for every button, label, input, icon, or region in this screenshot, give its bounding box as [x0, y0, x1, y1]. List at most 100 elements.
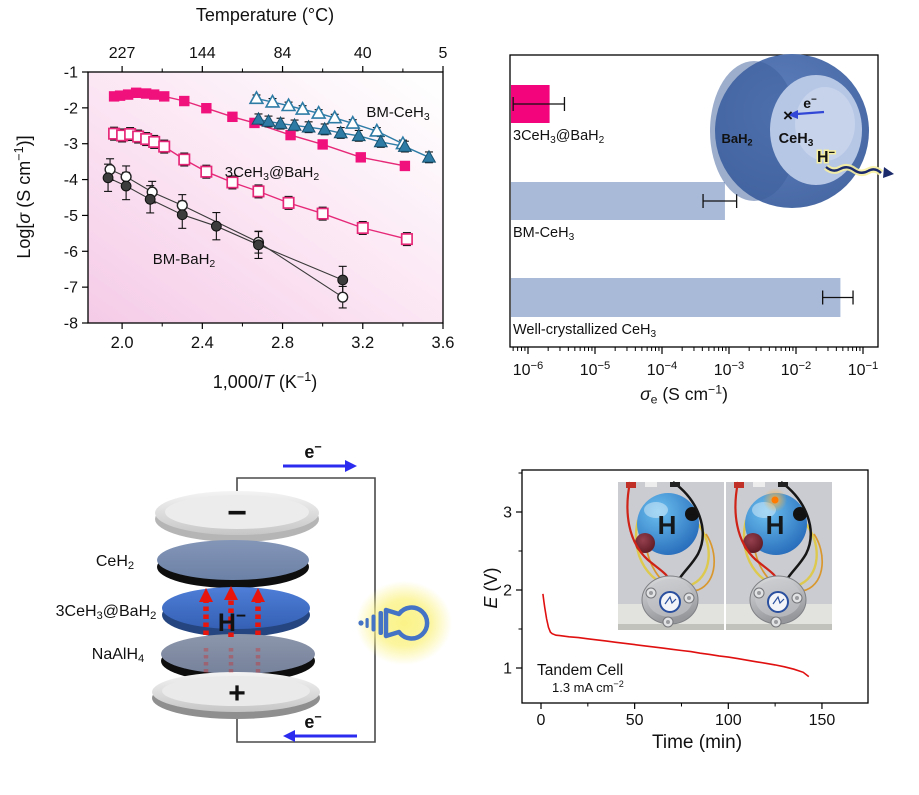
terminal-disc — [793, 507, 807, 521]
layer-top — [162, 587, 310, 629]
data-marker — [280, 97, 297, 112]
data-marker — [326, 109, 343, 124]
label-3ceh3-bah2: 3CeH3@BaH2 — [56, 603, 157, 622]
tick-label: 2 — [503, 583, 512, 600]
electron-label: e− — [803, 95, 817, 111]
data-marker — [287, 117, 302, 131]
data-marker — [316, 207, 329, 220]
sticker-glyph — [772, 595, 785, 605]
white-clip — [753, 482, 765, 487]
tick-label: -2 — [64, 100, 78, 117]
data-marker — [251, 111, 266, 125]
arrow-head — [251, 588, 265, 602]
electrode-face — [165, 495, 309, 529]
cell-label-sticker — [659, 591, 681, 613]
data-marker — [201, 103, 212, 114]
annotation-current-density: 1.3 mA cm−2 — [552, 679, 624, 695]
data-marker — [301, 119, 316, 133]
led-lit — [771, 496, 779, 504]
bolt-socket — [687, 596, 691, 600]
maroon-ball — [635, 533, 655, 553]
photo-cell-before: H − — [618, 480, 724, 630]
hydride-label: H− — [817, 147, 836, 166]
data-marker — [310, 105, 327, 119]
data-marker — [176, 209, 188, 221]
core-label: CeH3 — [779, 131, 814, 149]
electron-top-label: e− — [304, 440, 321, 462]
cell-stack-panel: e− e− − — [56, 440, 452, 743]
tick-label: 227 — [109, 45, 136, 62]
arrow-head — [224, 586, 238, 600]
data-marker — [400, 233, 413, 246]
data-marker — [294, 101, 311, 115]
data-marker — [158, 140, 171, 153]
tick-label: 0 — [537, 712, 546, 729]
discharge-curve — [542, 593, 810, 678]
bolt-socket — [774, 620, 778, 624]
sphere-glare — [644, 502, 668, 518]
data-marker — [317, 139, 328, 150]
arrow-shafts — [203, 600, 261, 637]
top-axis-title: Temperature (°C) — [196, 5, 334, 25]
electron-arrow-shaft — [796, 110, 825, 116]
bulb-outline — [383, 605, 430, 641]
data-marker — [333, 125, 348, 139]
positive-electrode: + — [152, 672, 320, 719]
layer-top — [161, 634, 315, 674]
bulb-base-bar — [378, 611, 383, 635]
layer-top — [157, 540, 309, 580]
tick-label: -7 — [64, 280, 78, 297]
terminal-minus: − — [689, 509, 695, 521]
light-bulb — [356, 581, 452, 665]
data-marker — [227, 111, 238, 123]
data-marker — [337, 291, 349, 303]
tick-label: 3.2 — [351, 334, 374, 352]
sphere-letter: H — [658, 510, 677, 540]
tick-label: 100 — [715, 712, 742, 729]
blocked-x-mark: × — [783, 106, 793, 125]
data-marker — [351, 128, 367, 142]
particle-core-highlight — [795, 87, 855, 161]
tick-label: 150 — [809, 712, 836, 729]
positive-sign: + — [228, 677, 246, 710]
data-marker — [148, 135, 161, 148]
data-marker — [159, 91, 170, 102]
tick-label: 10−5 — [580, 360, 611, 379]
tick-label: 10−4 — [647, 360, 678, 379]
hydride-label: H− — [218, 606, 246, 638]
shell-label: BaH2 — [721, 131, 752, 148]
hydride-arrow-head — [883, 167, 894, 178]
cell-label-sticker — [767, 591, 789, 613]
red-clip — [626, 482, 636, 488]
black-clip — [778, 482, 788, 487]
label-ceh2: CeH2 — [96, 553, 134, 572]
tick-label: -8 — [64, 316, 78, 333]
data-marker — [114, 90, 126, 101]
y-axis-title: E (V) — [481, 567, 501, 608]
data-marker — [122, 89, 134, 100]
series-label: BM-CeH3 — [366, 104, 430, 123]
tick-label: -5 — [64, 208, 78, 225]
tick-label: 10−3 — [714, 360, 745, 379]
tick-label: 3 — [503, 505, 512, 522]
data-marker — [285, 129, 296, 141]
sphere-letter: H — [766, 510, 785, 540]
data-marker — [261, 113, 276, 127]
white-clip — [645, 482, 657, 487]
data-marker — [317, 121, 332, 135]
discharge-plot-panel: 0 50 100 150 1 2 3 E (V) Time (min) Tandem Cel… — [481, 469, 869, 753]
data-marker — [282, 196, 295, 209]
tick-label: 3.6 — [432, 334, 455, 352]
data-marker — [140, 88, 152, 99]
data-marker — [373, 134, 389, 148]
tick-label: 10−1 — [848, 360, 879, 379]
tick-label: 10−2 — [781, 360, 812, 379]
arrow-head — [199, 588, 213, 602]
x-axis-title: Time (min) — [652, 732, 742, 753]
tick-label: 50 — [626, 712, 644, 729]
layer-3ceh3-bah2 — [162, 587, 310, 637]
data-marker — [248, 90, 265, 105]
bolt-socket — [649, 591, 653, 595]
bar — [511, 182, 725, 220]
tick-label: 144 — [189, 45, 216, 62]
